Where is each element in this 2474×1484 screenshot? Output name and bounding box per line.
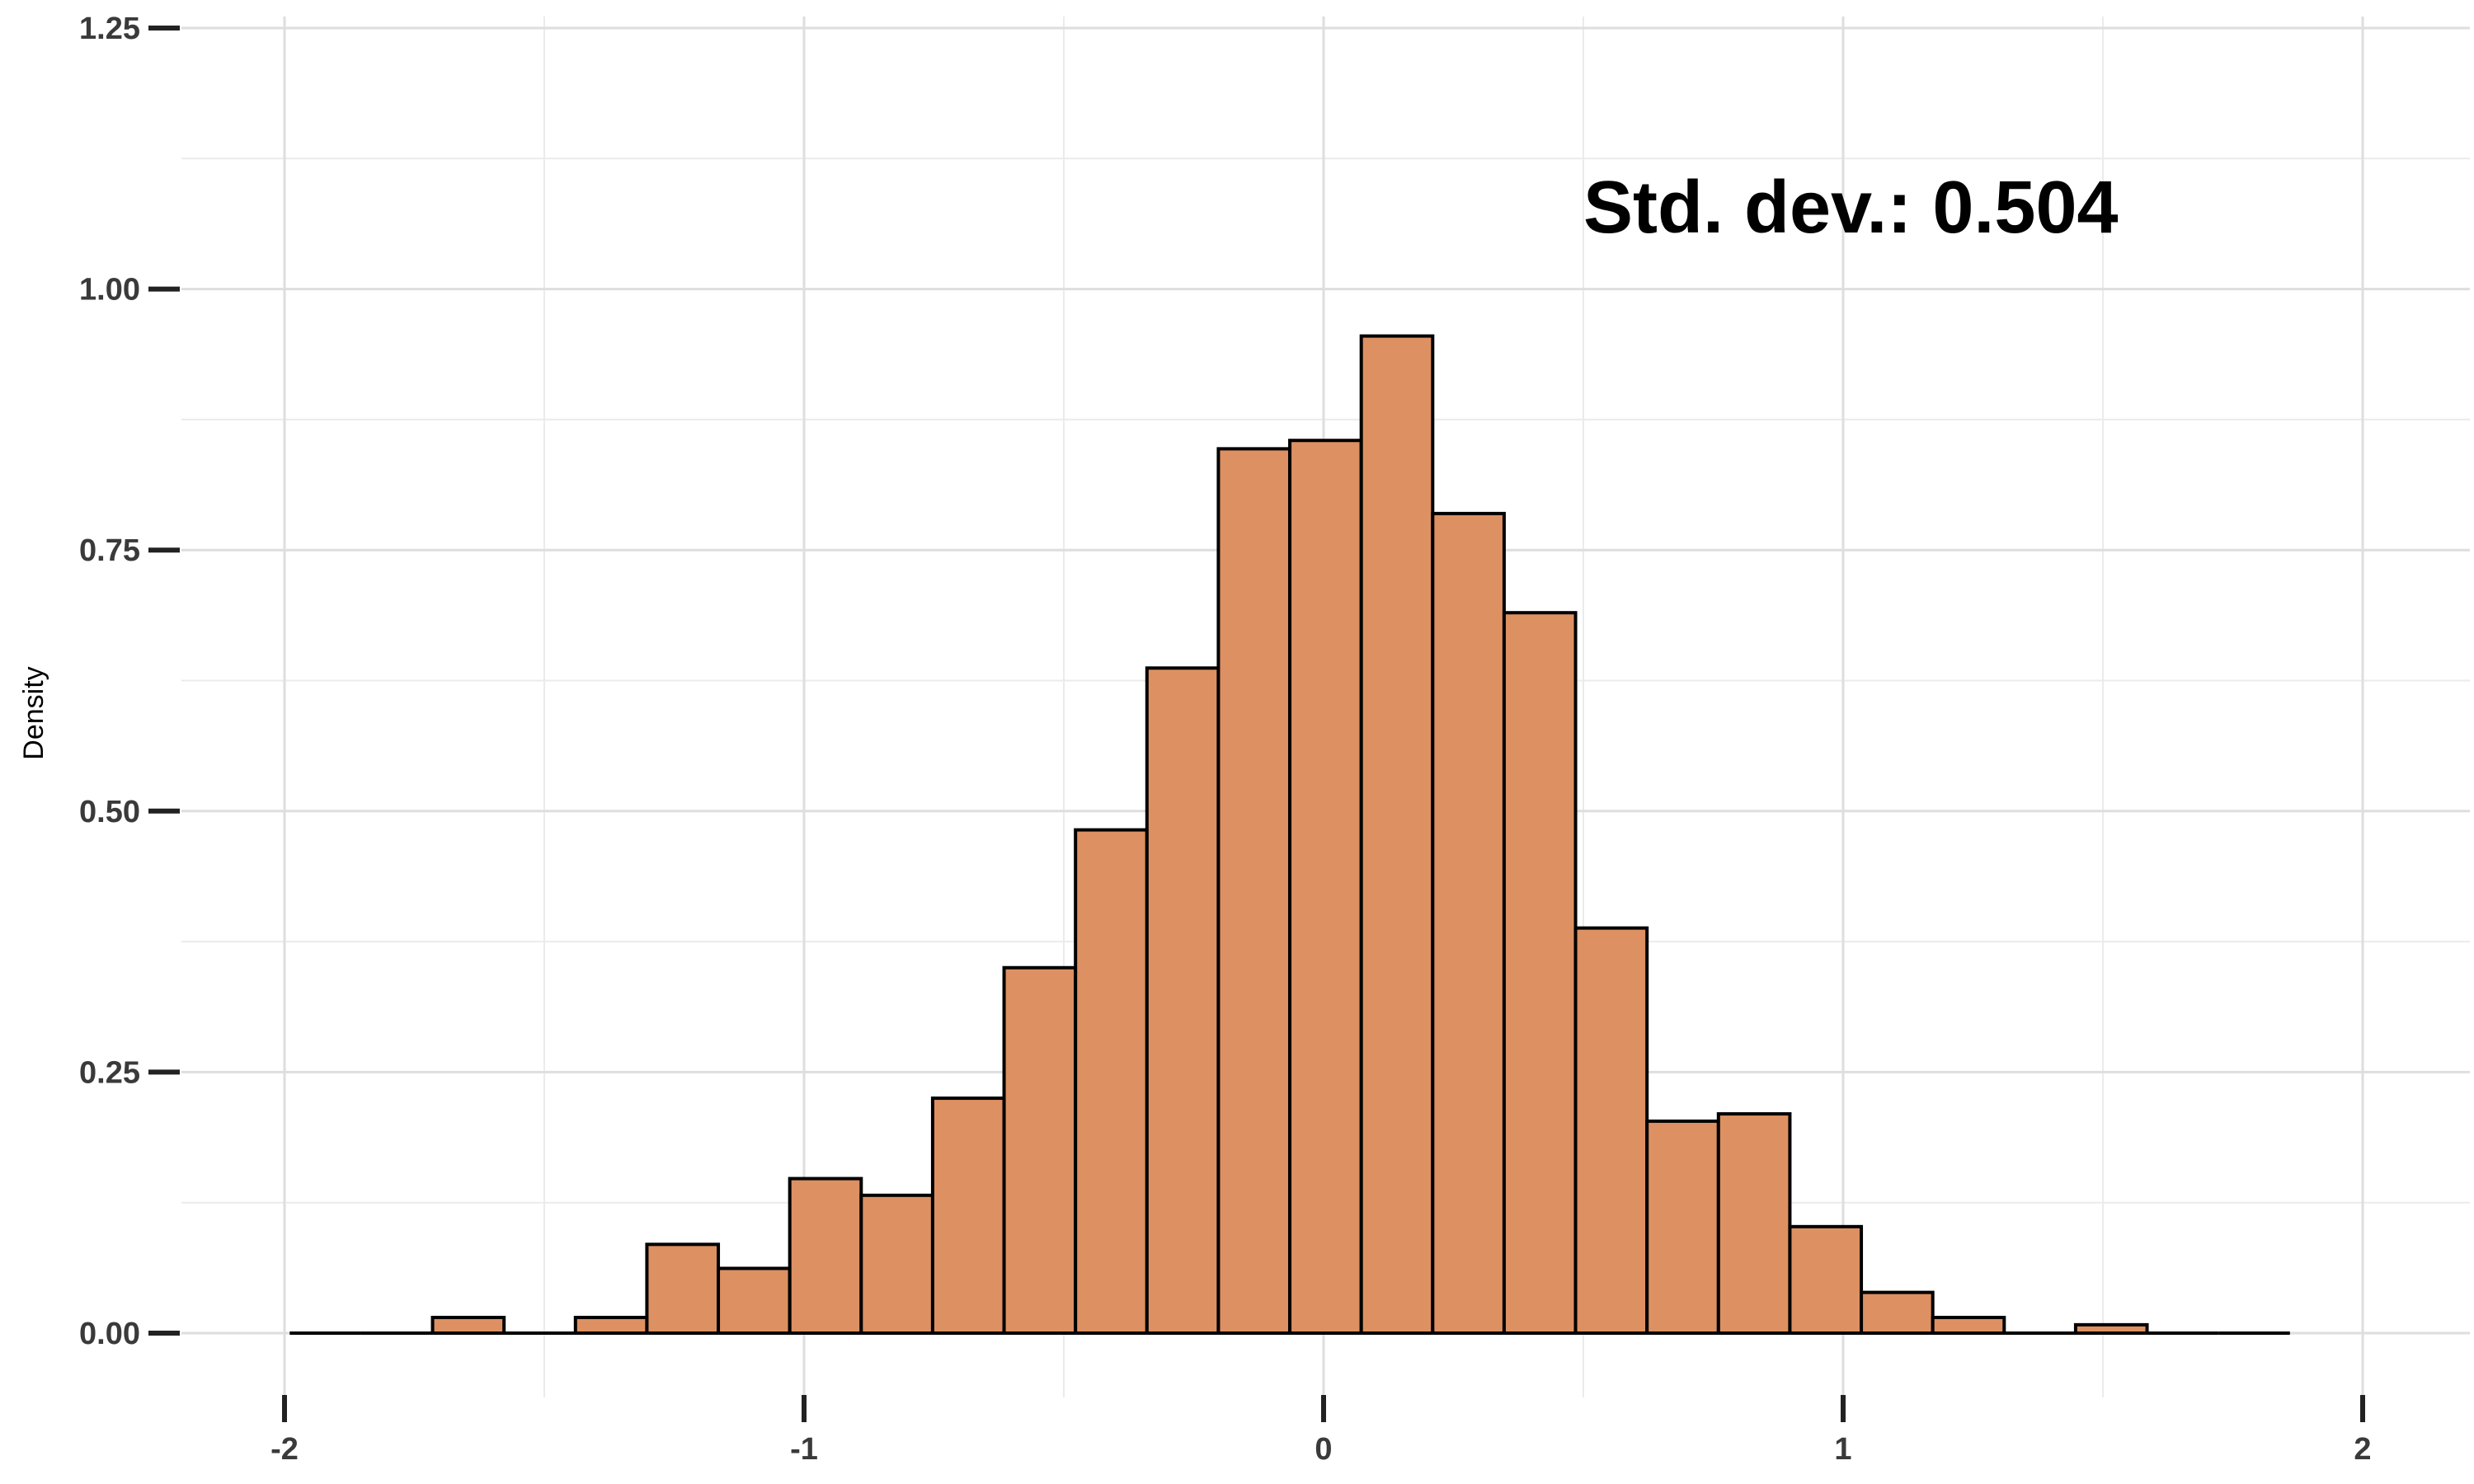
histogram-bar — [1145, 666, 1221, 1335]
histogram-bar — [1931, 1316, 2006, 1336]
y-tick-label: 1.00 — [79, 273, 140, 308]
y-tick-label: 0.25 — [79, 1055, 140, 1090]
histogram-bar — [859, 1193, 934, 1335]
x-tick-label: -1 — [790, 1432, 818, 1467]
histogram-bar — [573, 1316, 649, 1336]
x-tick-label: 1 — [1834, 1432, 1851, 1467]
histogram-bar — [717, 1266, 792, 1335]
histogram-bar — [430, 1316, 506, 1336]
histogram-bar — [1860, 1290, 1935, 1335]
histogram-bar — [1788, 1224, 1864, 1335]
histogram-bar — [788, 1176, 863, 1335]
std-dev-annotation: Std. dev.: 0.504 — [1583, 167, 2119, 249]
x-tick-label: -2 — [270, 1432, 299, 1467]
histogram-bar — [1645, 1119, 1720, 1335]
histogram-bar — [2073, 1322, 2149, 1335]
histogram-bar — [1002, 965, 1078, 1335]
histogram-bar — [645, 1242, 721, 1335]
histogram-bar — [1502, 611, 1578, 1335]
y-tick-label: 0.75 — [79, 533, 140, 568]
histogram-bar — [1216, 447, 1292, 1335]
histogram-bar — [1431, 511, 1506, 1335]
y-tick-label: 0.00 — [79, 1317, 140, 1351]
histogram-bar — [1359, 334, 1435, 1335]
histogram-bar — [1074, 828, 1149, 1335]
y-axis-title: Density — [18, 666, 49, 759]
histogram-bar — [1716, 1112, 1792, 1336]
histogram-bar — [1573, 926, 1649, 1336]
y-tick-label: 0.50 — [79, 795, 140, 829]
histogram-bars — [289, 334, 2290, 1336]
axes: 0.00 0.25 0.50 0.75 1.00 1.25 -2 -1 0 1 2 — [79, 12, 2372, 1467]
y-tick-label: 1.25 — [79, 12, 140, 46]
histogram-bar — [930, 1097, 1006, 1336]
histogram-bar — [1288, 439, 1363, 1335]
x-tick-label: 2 — [2354, 1432, 2371, 1467]
x-tick-label: 0 — [1315, 1432, 1332, 1467]
